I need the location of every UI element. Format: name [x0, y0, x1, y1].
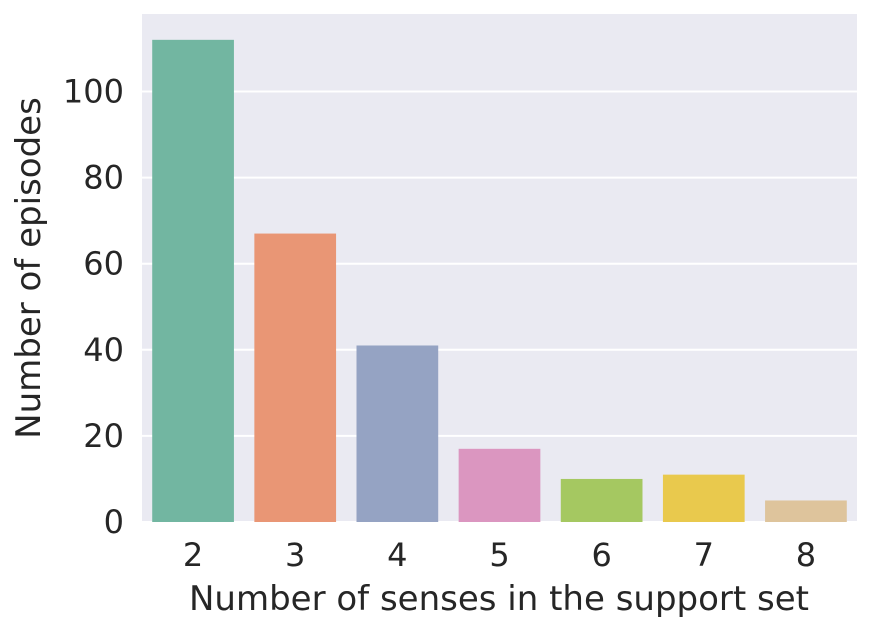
y-axis-label: Number of episodes — [9, 97, 49, 439]
x-tick-label: 4 — [387, 536, 407, 574]
y-tick-labels: 0 20 40 60 80 100 — [63, 72, 124, 541]
x-axis-label: Number of senses in the support set — [189, 579, 809, 619]
x-tick-label: 8 — [796, 536, 816, 574]
y-tick-label: 80 — [83, 159, 124, 197]
y-tick-label: 20 — [83, 417, 124, 455]
x-tick-label: 3 — [285, 536, 305, 574]
bar-5 — [458, 448, 541, 522]
bar-4 — [356, 345, 439, 522]
x-tick-label: 2 — [183, 536, 203, 574]
bar-8 — [765, 500, 847, 522]
y-tick-label: 40 — [83, 331, 124, 369]
y-tick-label: 0 — [104, 503, 124, 541]
x-tick-label: 5 — [489, 536, 509, 574]
x-tick-label: 6 — [591, 536, 611, 574]
y-tick-label: 100 — [63, 72, 124, 110]
x-tick-labels: 2 3 4 5 6 7 8 — [183, 536, 816, 574]
bar-3 — [254, 233, 337, 522]
bar-6 — [560, 478, 643, 522]
bar-2 — [152, 39, 234, 523]
y-tick-label: 60 — [83, 245, 124, 283]
plot-area — [142, 14, 857, 522]
bar-7 — [662, 474, 745, 522]
x-tick-label: 7 — [694, 536, 714, 574]
bars — [152, 39, 847, 523]
